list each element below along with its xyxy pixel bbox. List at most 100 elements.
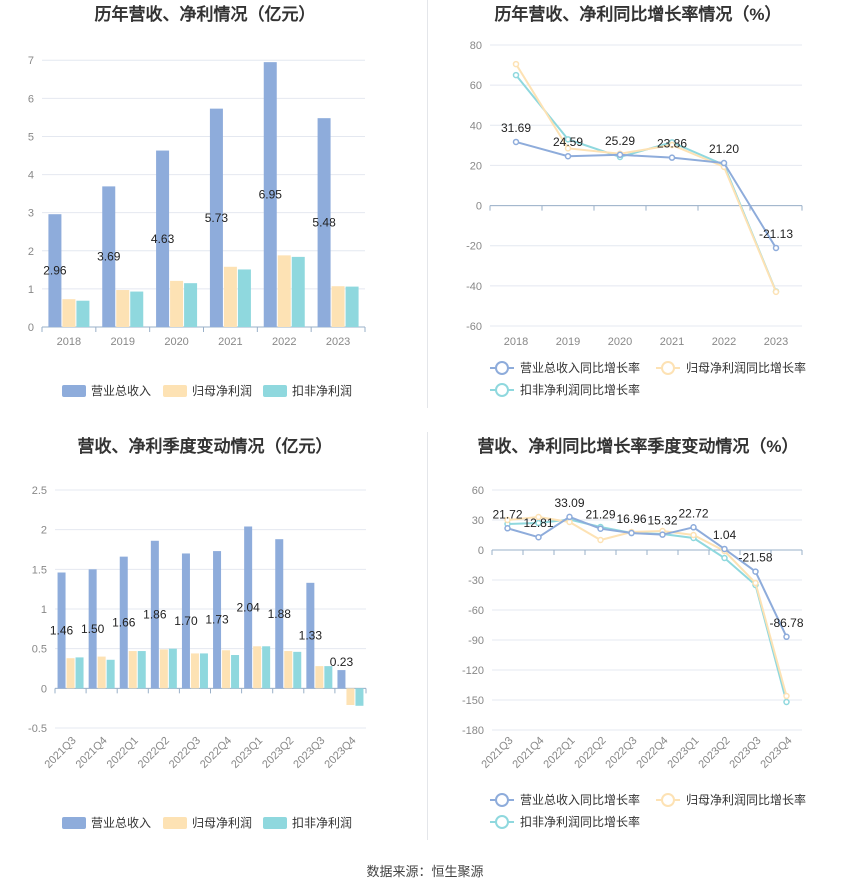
chart3-point xyxy=(783,633,790,641)
chart2-bar-net-profit xyxy=(284,651,293,689)
chart2-bar-deducted-profit xyxy=(324,666,333,689)
chart0-data-label: 3.69 xyxy=(97,250,121,264)
chart3-point xyxy=(597,536,604,544)
chart1-point xyxy=(512,60,520,68)
chart3-data-label: -21.58 xyxy=(738,551,772,565)
chart0-y-tick-label: 4 xyxy=(28,170,34,182)
chart0-x-tick-label: 2019 xyxy=(111,336,135,348)
chart1-series-line xyxy=(515,141,777,249)
chart2-x-tick-label: 2023Q3 xyxy=(291,735,327,771)
chart1-point xyxy=(668,154,676,161)
chart0-legend-swatch xyxy=(163,385,187,397)
chart0-legend-label: 归母净利润 xyxy=(192,384,252,398)
chart2-bar-revenue xyxy=(244,526,253,689)
chart1-x-tick-label: 2021 xyxy=(660,336,684,348)
chart0-bar-deducted-profit xyxy=(291,256,305,327)
chart1-x-tick-label: 2022 xyxy=(712,336,736,348)
chart2-y-tick-label: 0 xyxy=(41,683,47,695)
chart1-legend-label: 扣非净利润同比增长率 xyxy=(520,382,640,397)
chart2-data-label: 1.33 xyxy=(299,629,323,643)
chart0-x-tick-label: 2023 xyxy=(326,336,350,348)
chart2-legend-label: 归母净利润 xyxy=(192,816,252,830)
chart1-legend-label: 营业总收入同比增长率 xyxy=(520,360,640,375)
chart1-point xyxy=(772,244,780,252)
chart3-point xyxy=(504,516,511,524)
chart3-x-tick-label: 2023Q2 xyxy=(696,735,732,771)
chart3-point xyxy=(690,524,697,531)
chart3-x-tick-label: 2022Q3 xyxy=(603,735,639,771)
chart3-point xyxy=(721,545,728,553)
chart2-x-tick-label: 2023Q4 xyxy=(322,735,358,771)
chart2-bar-revenue xyxy=(57,572,66,689)
chart1-y-tick-label: -40 xyxy=(466,281,482,293)
chart0-bar-revenue xyxy=(317,118,331,327)
chart3-data-label: -86.78 xyxy=(769,616,803,630)
chart3-x-tick-label: 2023Q1 xyxy=(665,735,701,771)
chart1-y-tick-label: 80 xyxy=(470,40,482,52)
vertical-divider xyxy=(427,0,428,408)
chart1-point xyxy=(616,151,624,159)
chart1-point xyxy=(512,138,520,146)
chart0-bar-net-profit xyxy=(170,280,184,327)
chart2-bar-revenue xyxy=(88,569,97,689)
chart1-point xyxy=(720,159,728,167)
chart3-point xyxy=(690,531,697,539)
chart0-data-label: 6.95 xyxy=(259,188,283,202)
chart2-bar-revenue xyxy=(337,670,346,689)
chart3-legend-marker xyxy=(495,793,509,807)
chart3-y-tick-label: 30 xyxy=(472,515,484,527)
chart2-data-label: 2.04 xyxy=(236,600,260,614)
chart2-bar-net-profit xyxy=(222,650,231,689)
chart2-y-tick-label: 2 xyxy=(41,525,47,537)
chart2-legend-swatch xyxy=(263,817,287,829)
chart3-legend-marker xyxy=(495,815,509,829)
chart2-data-label: 1.50 xyxy=(81,622,105,636)
quarterly-revenue-profit-chart: 营收、净利季度变动情况（亿元）-0.500.511.522.52021Q3202… xyxy=(28,436,367,830)
chart0-y-tick-label: 7 xyxy=(28,55,34,67)
chart0-bar-deducted-profit xyxy=(345,286,359,327)
chart0-bar-revenue xyxy=(102,186,116,327)
chart3-point xyxy=(535,533,542,541)
chart3-y-tick-label: 0 xyxy=(478,545,484,557)
chart2-data-label: 1.70 xyxy=(174,614,198,628)
chart3-x-tick-label: 2023Q4 xyxy=(758,735,794,771)
chart2-x-tick-label: 2021Q4 xyxy=(74,735,110,771)
chart0-data-label: 4.63 xyxy=(151,232,175,246)
chart3-x-tick-label: 2022Q1 xyxy=(541,735,577,771)
chart1-y-tick-label: 60 xyxy=(470,80,482,92)
chart1-legend-label: 归母净利润同比增长率 xyxy=(686,360,806,375)
chart0-y-tick-label: 3 xyxy=(28,208,34,220)
chart2-x-tick-label: 2022Q3 xyxy=(167,735,203,771)
chart3-point xyxy=(535,519,542,527)
chart0-bar-deducted-profit xyxy=(237,269,251,327)
chart2-bar-deducted-profit xyxy=(137,651,146,689)
chart1-data-label: 24.59 xyxy=(553,135,583,149)
chart0-bar-revenue xyxy=(263,62,277,327)
chart3-point xyxy=(752,579,759,587)
chart0-bar-net-profit xyxy=(331,286,345,327)
chart3-title: 营收、净利同比增长率季度变动情况（%） xyxy=(477,436,798,456)
chart1-point xyxy=(564,145,572,152)
chart3-series-line xyxy=(507,515,788,638)
chart2-bar-net-profit xyxy=(97,656,106,689)
chart2-bar-revenue xyxy=(306,582,315,689)
chart3-point xyxy=(721,554,728,562)
chart1-x-tick-label: 2023 xyxy=(764,336,788,348)
chart2-bar-deducted-profit xyxy=(75,657,84,689)
chart3-y-tick-label: -180 xyxy=(462,725,484,737)
chart1-point xyxy=(512,71,520,79)
chart1-y-tick-label: 40 xyxy=(470,120,482,132)
chart3-y-tick-label: -30 xyxy=(468,575,484,587)
chart3-x-tick-label: 2022Q4 xyxy=(634,735,670,771)
chart3-x-tick-label: 2021Q4 xyxy=(510,735,546,771)
chart2-bar-deducted-profit xyxy=(199,653,208,689)
chart2-bar-net-profit xyxy=(128,651,137,689)
chart1-data-label: 31.69 xyxy=(501,121,531,135)
chart3-point xyxy=(659,531,666,538)
chart2-legend-label: 扣非净利润 xyxy=(292,816,352,830)
chart2-x-tick-label: 2023Q1 xyxy=(229,735,265,771)
chart1-legend-marker xyxy=(495,383,509,397)
chart2-bar-deducted-profit xyxy=(262,646,271,689)
chart2-bar-deducted-profit xyxy=(231,655,240,689)
chart2-x-tick-label: 2022Q1 xyxy=(105,735,141,771)
